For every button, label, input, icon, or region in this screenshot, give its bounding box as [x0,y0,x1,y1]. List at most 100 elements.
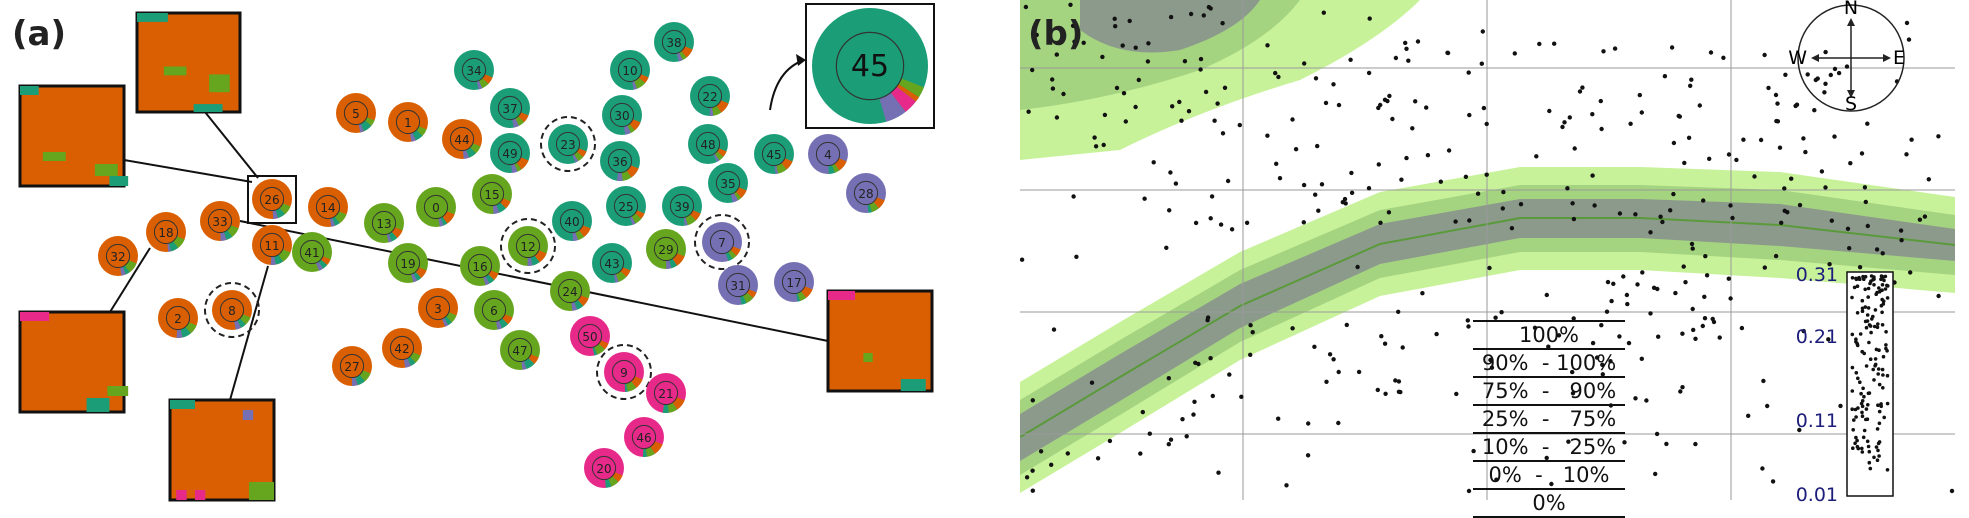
scale-bar [1846,271,1894,497]
node-38: 38 [654,22,694,62]
legend-row-label: 100% [1518,323,1580,347]
node-24: 24 [550,271,590,311]
highlight-ring [540,116,596,172]
node-label: 5 [352,107,360,121]
node-label: 49 [502,147,517,161]
scale-label-3: 0.11 [1795,410,1838,432]
node-31: 31 [718,265,758,305]
som-thumbnail-bottom [168,398,276,502]
node-label: 31 [730,279,745,293]
node-44: 44 [442,119,482,159]
node-16: 16 [460,246,500,286]
node-18: 18 [146,212,186,252]
node-label: 40 [564,215,579,229]
node-8: 8 [204,282,260,338]
scale-label-2: 0.21 [1795,326,1838,348]
node-23: 23 [540,116,596,172]
compass-rose: N S E W [1788,0,1905,115]
node-14: 14 [308,187,348,227]
legend-row: 90% - 100% [1473,348,1625,376]
node-19: 19 [388,243,428,283]
node-40: 40 [552,201,592,241]
som-thumbnail-top [135,11,242,114]
zoomed-node-inset: 45 [769,3,935,129]
node-label: 1 [404,116,412,130]
node-label: 41 [304,246,319,260]
legend-row-label: 10% - 25% [1481,435,1617,459]
compass-e-label: E [1893,47,1905,69]
node-20: 20 [584,448,624,488]
scale-label-top: 0.31 [1795,264,1838,286]
node-label: 17 [786,276,801,290]
zoom-arrow [769,59,805,111]
node-29: 29 [646,229,686,269]
node-42: 42 [382,328,422,368]
node-label: 26 [264,193,279,207]
zoom-node-label: 45 [851,49,889,84]
node-label: 6 [490,304,498,318]
node-label: 4 [824,148,832,162]
node-47: 47 [500,330,540,370]
node-48: 48 [688,124,728,164]
node-15: 15 [472,174,512,214]
legend-row-label: 25% - 75% [1481,407,1617,431]
sample-points [1020,2,1955,494]
som-thumbnail-group [18,11,934,502]
node-label: 38 [666,36,681,50]
node-label: 23 [560,138,575,152]
node-label: 32 [110,250,125,264]
node-label: 37 [502,102,517,116]
node-50: 50 [570,316,610,356]
node-label: 19 [400,257,415,271]
som-thumbnail-right [826,289,934,393]
scale-label-bottom: 0.01 [1795,484,1838,506]
south-arrow-icon [1847,90,1855,98]
legend-row: 0% - 10% [1473,460,1625,488]
node-label: 2 [174,312,182,326]
node-6: 6 [474,290,514,330]
som-thumbnail-bottom-left [18,310,129,414]
node-label: 48 [700,138,715,152]
scale-bar-frame [1846,271,1894,497]
node-28: 28 [846,173,886,213]
node-21: 21 [646,373,686,413]
node-3: 3 [418,288,458,328]
legend-row-label: 90% - 100% [1481,351,1617,375]
node-27: 27 [332,346,372,386]
legend-row: 10% - 25% [1473,432,1625,460]
node-label: 7 [718,236,726,250]
node-label: 33 [212,215,227,229]
panel-b-map [1020,0,1955,500]
node-13: 13 [364,203,404,243]
node-label: 9 [620,366,628,380]
node-label: 13 [376,217,391,231]
node-17: 17 [774,262,814,302]
panel-a-label: (a) [12,14,67,54]
node-25: 25 [606,186,646,226]
node-label: 22 [702,90,717,104]
node-label: 35 [720,177,735,191]
node-label: 14 [320,201,335,215]
node-label: 24 [562,285,577,299]
node-11: 11 [252,225,292,265]
node-label: 47 [512,344,527,358]
node-7: 7 [694,214,750,270]
east-arrow-icon [1883,54,1891,62]
node-34: 34 [454,50,494,90]
node-46: 46 [624,417,664,457]
node-39: 39 [662,186,702,226]
node-41: 41 [292,232,332,272]
node-10: 10 [610,50,650,90]
node-label: 45 [766,148,781,162]
panel-b-label: (b) [1028,14,1084,54]
compass-circle [1797,4,1905,112]
map-grid-lines [1020,0,1955,500]
legend-row: 25% - 75% [1473,404,1625,432]
node-35: 35 [708,163,748,203]
legend-row-label: 0% [1532,491,1566,515]
node-49: 49 [490,133,530,173]
node-5: 5 [336,93,376,133]
